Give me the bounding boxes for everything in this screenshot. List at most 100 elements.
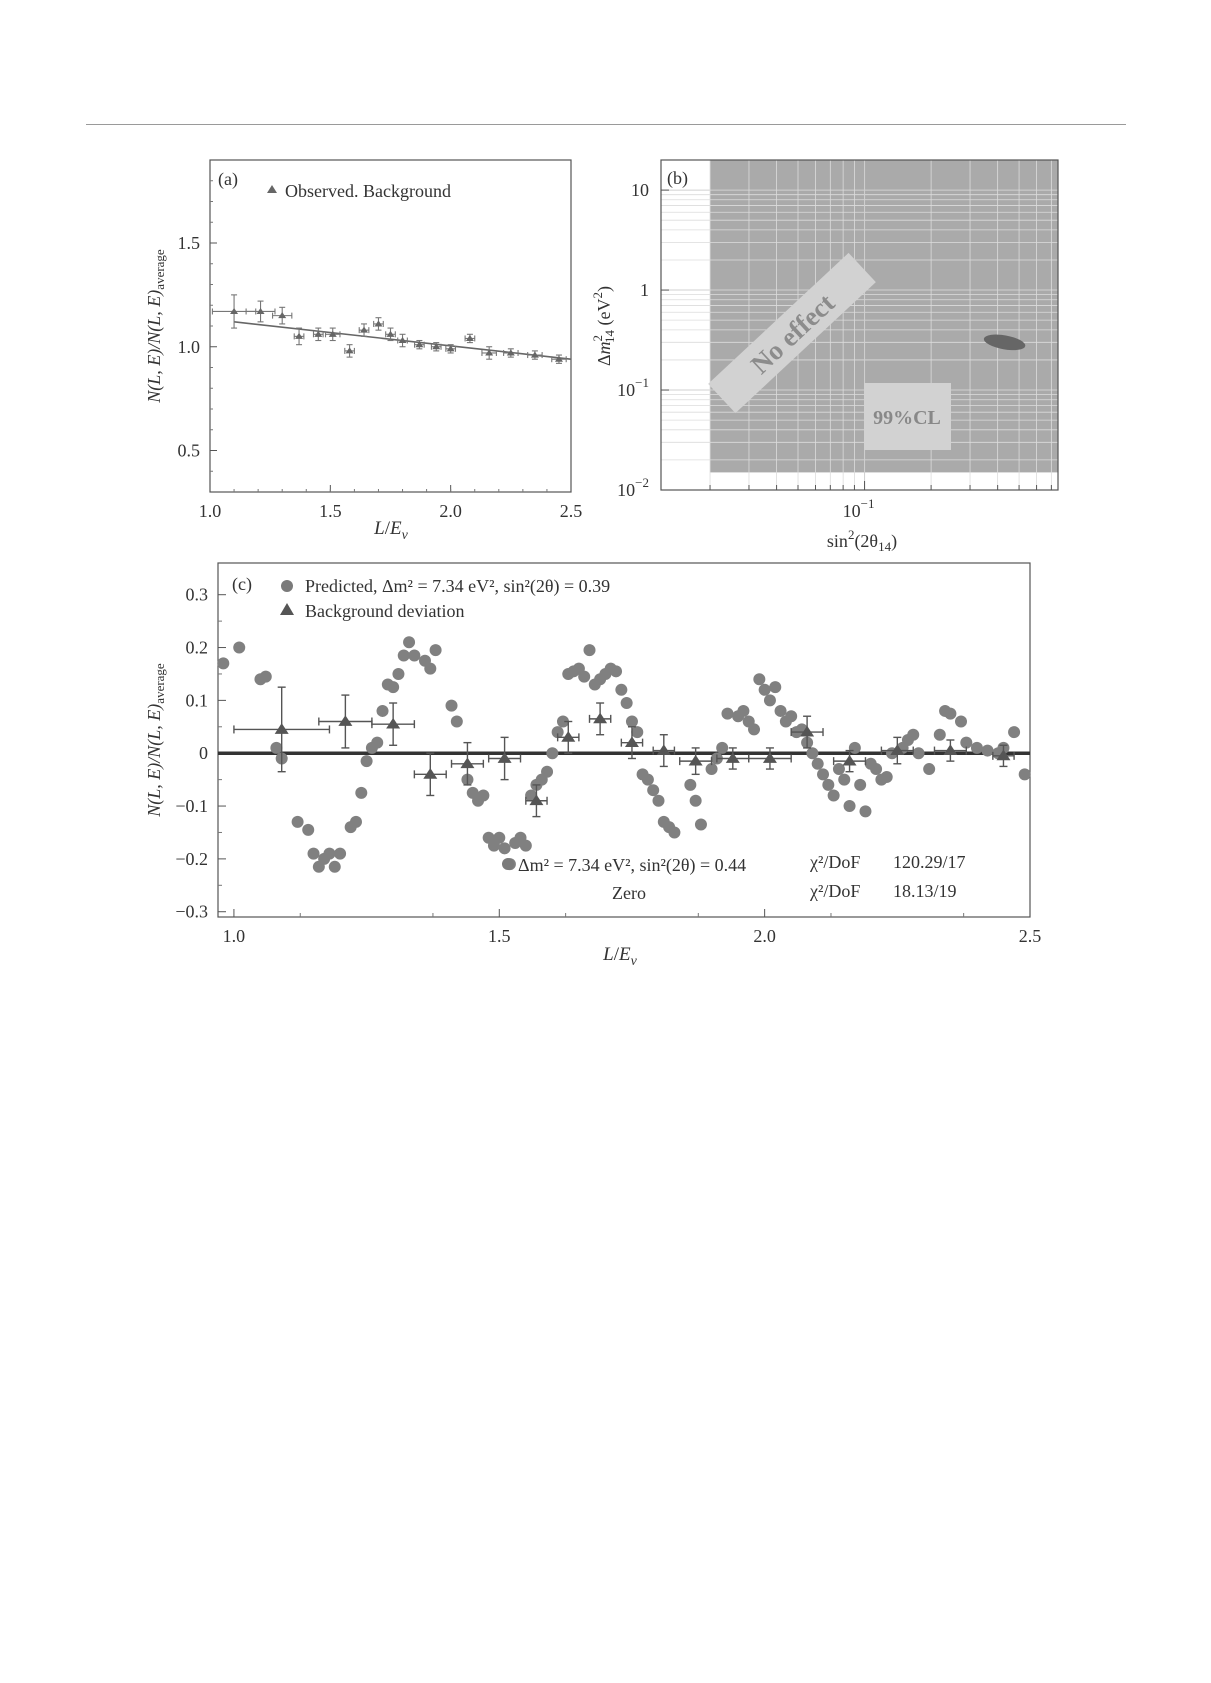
plot-frame-b — [660, 159, 1059, 491]
predicted-point — [748, 723, 761, 736]
background-deviation-point — [593, 712, 608, 724]
predicted-point — [578, 670, 591, 683]
legend-marker-circle-c — [281, 580, 293, 592]
predicted-point — [970, 741, 983, 754]
data-point-a — [485, 349, 494, 356]
predicted-point — [721, 707, 734, 720]
predicted-point — [933, 728, 946, 741]
data-point-a — [230, 307, 239, 314]
y-tick-label-c: −0.2 — [175, 849, 208, 869]
predicted-point — [477, 789, 490, 802]
predicted-point — [403, 636, 416, 649]
x-tick-label-c: 1.0 — [223, 926, 246, 946]
y-tick-label-c: 0.1 — [186, 690, 209, 710]
predicted-point — [763, 694, 776, 707]
predicted-point — [493, 831, 506, 844]
x-axis-label-c: L/Ev — [602, 944, 637, 969]
cl-label: 99%CL — [873, 407, 941, 429]
predicted-point — [923, 763, 936, 776]
y-tick-label-a: 1.0 — [178, 337, 201, 357]
legend-entry-background: Background deviation — [305, 601, 464, 621]
predicted-point — [652, 794, 665, 807]
predicted-point — [556, 715, 569, 728]
data-point-a — [465, 334, 474, 341]
predicted-point — [811, 757, 824, 770]
predicted-point — [429, 644, 442, 657]
predicted-point — [371, 736, 384, 749]
predicted-point — [758, 683, 771, 696]
x-tick-label-b: 10−1 — [843, 496, 875, 521]
predicted-point — [1008, 726, 1021, 739]
predicted-point — [848, 741, 861, 754]
predicted-point — [408, 649, 421, 662]
predicted-point — [753, 673, 766, 686]
predicted-point — [615, 683, 628, 696]
predicted-point — [689, 794, 702, 807]
predicted-point — [387, 681, 400, 694]
predicted-point — [610, 665, 623, 678]
background-deviation-point — [497, 752, 512, 763]
background-deviation-point — [561, 731, 576, 742]
predicted-point — [822, 778, 835, 791]
predicted-point — [668, 826, 681, 839]
y-axis-label-c: N(L, E)/N(L, E)average — [144, 663, 167, 818]
predicted-point — [843, 800, 856, 813]
legend-marker-triangle-c — [280, 603, 294, 615]
y-tick-label-c: 0 — [199, 743, 208, 763]
predicted-point — [880, 770, 893, 783]
predicted-point — [376, 704, 389, 717]
legend-entry-predicted: Predicted, Δm² = 7.34 eV², sin²(2θ) = 0.… — [305, 576, 610, 597]
predicted-point — [328, 860, 341, 873]
background-deviation-point — [274, 723, 289, 734]
predicted-point — [259, 670, 272, 683]
y-tick-label-a: 1.5 — [178, 233, 201, 253]
predicted-point — [323, 847, 336, 860]
predicted-point — [355, 786, 368, 799]
background-deviation-point — [996, 749, 1011, 761]
x-tick-label-a: 1.0 — [199, 501, 222, 521]
y-axis-label-a: N(L, E)/N(L, E)average — [144, 249, 167, 404]
background-deviation-point — [423, 768, 438, 779]
predicted-point — [907, 728, 920, 741]
background-deviation-point — [688, 754, 703, 766]
y-tick-label-c: 0.2 — [186, 638, 209, 658]
predicted-point — [498, 842, 511, 855]
fit-legend-value-1: 120.29/17 — [893, 852, 966, 872]
fit-legend-label-1: Δm² = 7.34 eV², sin²(2θ) = 0.44 — [518, 855, 746, 876]
background-deviation-point — [842, 754, 857, 766]
predicted-point — [785, 710, 798, 723]
predicted-point — [1018, 768, 1031, 781]
y-tick-label-b: 1 — [640, 280, 649, 300]
predicted-point — [302, 823, 315, 836]
predicted-point — [392, 667, 405, 680]
y-tick-label-b: 10−2 — [617, 475, 649, 500]
data-point-a — [446, 345, 455, 352]
predicted-point — [716, 741, 729, 754]
background-deviation-point — [656, 744, 671, 755]
predicted-point — [233, 641, 246, 654]
predicted-point — [583, 644, 596, 657]
predicted-point — [445, 699, 458, 712]
y-axis-label-b: Δm214 (eV2) — [590, 286, 617, 366]
predicted-point — [944, 707, 957, 720]
predicted-point — [641, 773, 654, 786]
predicted-point — [870, 763, 883, 776]
x-tick-label-a: 2.0 — [439, 501, 462, 521]
panel-label-a: (a) — [218, 169, 238, 190]
predicted-point — [838, 773, 851, 786]
data-point-a — [314, 330, 323, 337]
predicted-point — [705, 763, 718, 776]
predicted-point — [981, 744, 994, 757]
header-rule — [86, 124, 1126, 125]
background-deviation-point — [529, 794, 544, 806]
predicted-point — [774, 704, 787, 717]
predicted-point — [270, 741, 283, 754]
predicted-point — [541, 765, 554, 778]
predicted-point — [519, 839, 532, 852]
predicted-point — [694, 818, 707, 831]
plot-frame-c — [217, 562, 1031, 918]
cl-label-box — [864, 383, 951, 450]
y-tick-label-c: −0.3 — [175, 902, 208, 922]
predicted-point — [912, 747, 925, 760]
